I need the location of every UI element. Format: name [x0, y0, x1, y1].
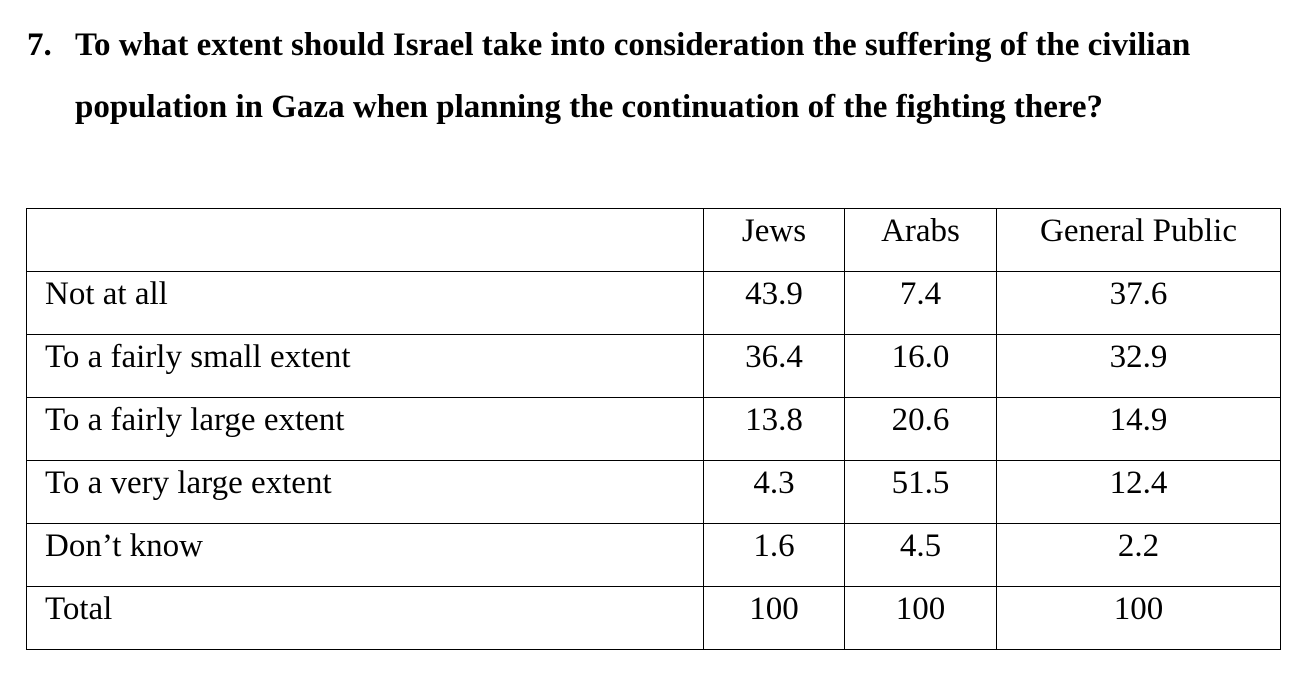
cell-jews: 13.8 — [703, 397, 845, 461]
row-label: Don’t know — [26, 523, 704, 587]
cell-arabs: 16.0 — [844, 334, 997, 398]
table-header-row: Jews Arabs General Public — [26, 208, 1281, 272]
cell-general-public: 2.2 — [996, 523, 1281, 587]
question-heading: 7. To what extent should Israel take int… — [27, 14, 1267, 138]
row-label: Not at all — [26, 271, 704, 335]
results-table: Jews Arabs General Public Not at all 43.… — [26, 208, 1281, 650]
table-row: To a very large extent 4.3 51.5 12.4 — [26, 460, 1281, 524]
cell-arabs: 100 — [844, 586, 997, 650]
cell-general-public: 32.9 — [996, 334, 1281, 398]
header-general-public: General Public — [996, 208, 1281, 272]
row-label: Total — [26, 586, 704, 650]
table-row-total: Total 100 100 100 — [26, 586, 1281, 650]
row-label: To a fairly small extent — [26, 334, 704, 398]
table-row: To a fairly small extent 36.4 16.0 32.9 — [26, 334, 1281, 398]
cell-jews: 1.6 — [703, 523, 845, 587]
cell-jews: 36.4 — [703, 334, 845, 398]
header-empty — [26, 208, 704, 272]
question-text: To what extent should Israel take into c… — [75, 27, 1191, 125]
cell-general-public: 14.9 — [996, 397, 1281, 461]
cell-arabs: 20.6 — [844, 397, 997, 461]
table-row: Don’t know 1.6 4.5 2.2 — [26, 523, 1281, 587]
header-arabs: Arabs — [844, 208, 997, 272]
header-jews: Jews — [703, 208, 845, 272]
cell-arabs: 7.4 — [844, 271, 997, 335]
cell-general-public: 100 — [996, 586, 1281, 650]
cell-general-public: 37.6 — [996, 271, 1281, 335]
question-number: 7. — [27, 27, 52, 63]
cell-jews: 4.3 — [703, 460, 845, 524]
cell-jews: 43.9 — [703, 271, 845, 335]
cell-jews: 100 — [703, 586, 845, 650]
cell-arabs: 4.5 — [844, 523, 997, 587]
cell-general-public: 12.4 — [996, 460, 1281, 524]
cell-arabs: 51.5 — [844, 460, 997, 524]
table-row: To a fairly large extent 13.8 20.6 14.9 — [26, 397, 1281, 461]
table-row: Not at all 43.9 7.4 37.6 — [26, 271, 1281, 335]
row-label: To a fairly large extent — [26, 397, 704, 461]
row-label: To a very large extent — [26, 460, 704, 524]
